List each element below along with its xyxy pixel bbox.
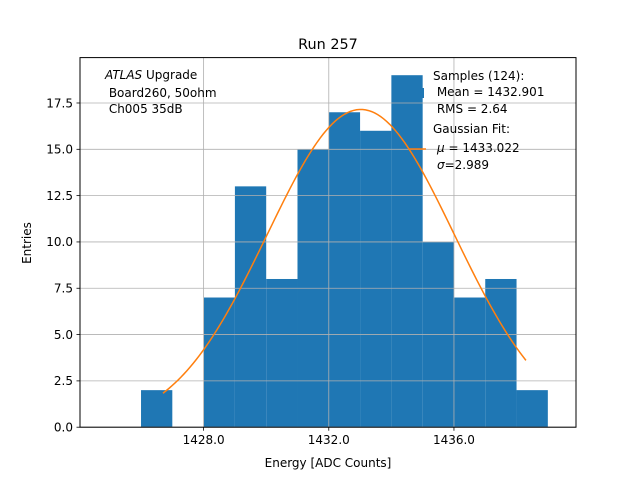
svg-text:σ=2.989: σ=2.989: [437, 158, 489, 172]
svg-text:ATLAS Upgrade: ATLAS Upgrade: [104, 68, 197, 82]
plot-frame: [79, 57, 577, 428]
run-annotation: ATLAS Upgrade Board260, 50ohm Ch005 35dB: [104, 68, 217, 116]
gaussian-fit-curve: [162, 108, 527, 394]
legend-fit-sigma-value: =2.989: [445, 158, 489, 172]
histogram-bar: [266, 278, 298, 428]
histogram-bar: [485, 278, 517, 428]
plot-area: [80, 57, 576, 428]
histogram-bar: [516, 390, 548, 428]
legend-samples-title: Samples (124):: [433, 69, 524, 83]
legend-fit-mu-symbol: μ: [436, 141, 445, 155]
y-tick-label: 5.0: [54, 328, 73, 342]
histogram-bar: [141, 390, 173, 428]
y-tick-label: 10.0: [46, 235, 73, 249]
y-tick-label: 15.0: [46, 143, 73, 157]
y-tick-label: 0.0: [54, 421, 73, 435]
histogram-bar: [453, 297, 486, 428]
histogram-bar: [391, 75, 423, 428]
x-axis-ticks: 1428.0 1432.0 1436.0: [183, 427, 475, 447]
x-tick-label: 1432.0: [308, 433, 350, 447]
legend-samples-mean: Mean = 1432.901: [433, 85, 544, 99]
svg-text:μ = 1433.022: μ = 1433.022: [436, 141, 520, 155]
annotation-board: Board260, 50ohm: [105, 86, 217, 100]
y-axis-label: Entries: [20, 222, 34, 264]
y-tick-label: 17.5: [46, 96, 73, 110]
legend-fit-mu-value: = 1433.022: [445, 141, 520, 155]
legend-samples-rms: RMS = 2.64: [433, 102, 508, 116]
legend-fit-sigma-symbol: σ: [437, 158, 445, 172]
annotation-atlas: ATLAS: [104, 68, 143, 82]
y-tick-label: 2.5: [54, 374, 73, 388]
x-tick-label: 1436.0: [433, 433, 475, 447]
histogram-bar: [234, 186, 267, 428]
legend-fit-title: Gaussian Fit:: [433, 122, 510, 136]
histogram-bar: [328, 112, 361, 428]
histogram-bar: [360, 130, 392, 428]
x-axis-label: Energy [ADC Counts]: [265, 456, 392, 470]
annotation-channel: Ch005 35dB: [105, 102, 183, 116]
histogram-bar: [203, 297, 235, 428]
y-axis-ticks: 0.0 2.5 5.0 7.5 10.0 12.5 15.0 17.5: [46, 96, 80, 435]
legend: Samples (124): Mean = 1432.901 RMS = 2.6…: [409, 69, 544, 172]
legend-samples-swatch: [414, 88, 424, 98]
x-tick-label: 1428.0: [183, 433, 225, 447]
annotation-upgrade: Upgrade: [142, 68, 197, 82]
y-tick-label: 7.5: [54, 282, 73, 296]
y-tick-label: 12.5: [46, 189, 73, 203]
chart-title: Run 257: [298, 37, 358, 53]
